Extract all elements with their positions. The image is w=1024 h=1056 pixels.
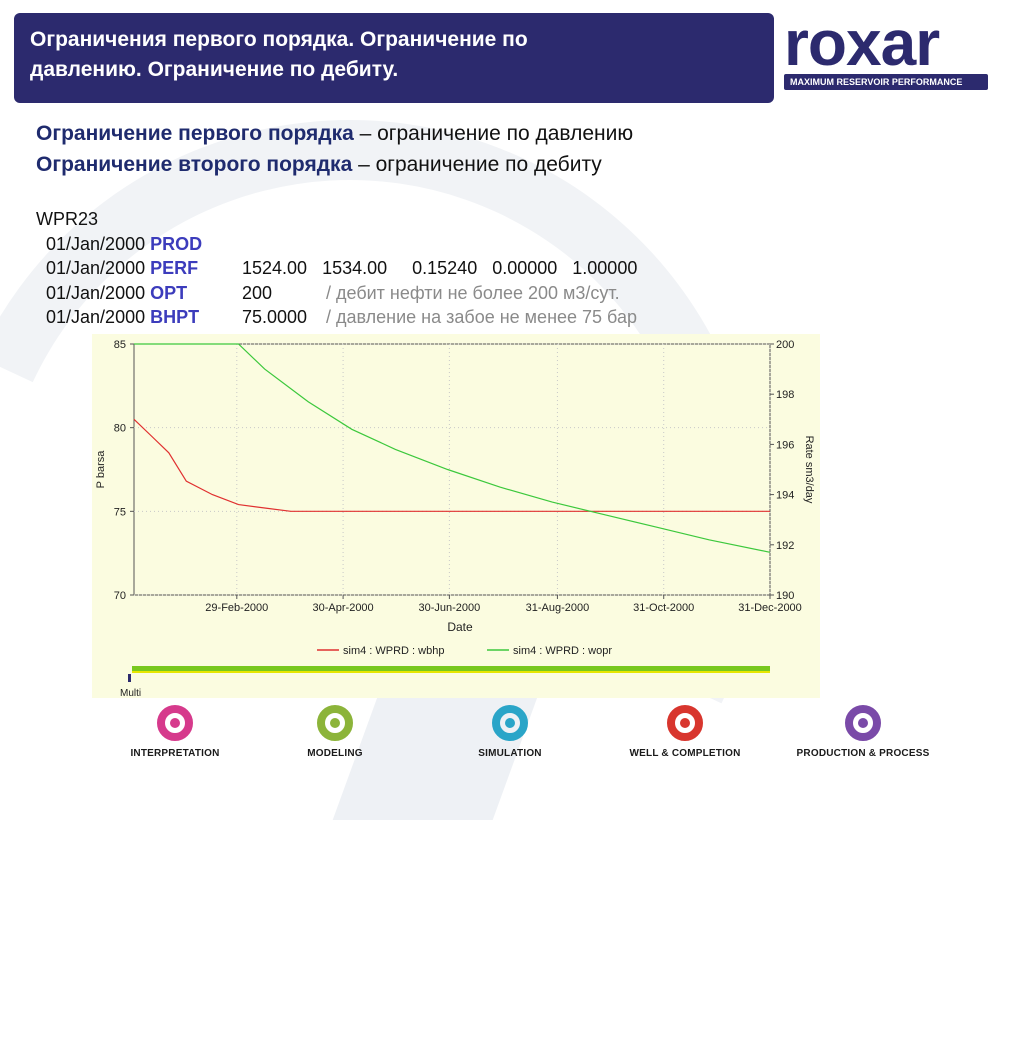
time-slider-bar: [132, 666, 770, 671]
nav-item-interpretation[interactable]: INTERPRETATION: [90, 702, 260, 759]
icon-ring: [157, 705, 193, 741]
multi-label: Multi: [120, 688, 141, 698]
code-date: 01/Jan/2000: [46, 258, 146, 278]
y-right-tick-label: 196: [776, 439, 794, 451]
interpretation-cycle-icon: [157, 705, 193, 741]
icon-ring: [317, 705, 353, 741]
code-comment: / давление на забое не менее 75 бар: [326, 307, 637, 327]
x-axis-label: Date: [447, 620, 473, 634]
y-left-tick-label: 75: [114, 506, 126, 518]
y-left-tick-label: 70: [114, 590, 126, 602]
code-keyword: BHPT: [150, 307, 200, 327]
y-right-tick-label: 190: [776, 590, 794, 602]
y-right-axis-label: Rate sm3/day: [803, 436, 815, 504]
code-row: 01/Jan/2000 OPT 200 / дебит нефти не более…: [36, 281, 620, 306]
logo-tagline: MAXIMUM RESERVOIR PERFORMANCE: [784, 74, 988, 90]
slide-title-line-1: Ограничения первого порядка. Ограничение…: [30, 28, 528, 51]
well-completion-cycle-icon: [667, 705, 703, 741]
y-left-tick-label: 80: [114, 423, 126, 435]
code-date: 01/Jan/2000: [46, 282, 146, 303]
code-keyword: PERF: [150, 258, 199, 278]
x-tick-label: 30-Apr-2000: [313, 602, 374, 614]
x-tick-label: 30-Jun-2000: [418, 602, 480, 614]
code-date: 01/Jan/2000: [46, 307, 146, 327]
definition-text: – ограничение по дебиту: [352, 153, 602, 176]
code-row: 01/Jan/2000 PERF 1524.00 1534.00 0.15240 …: [36, 256, 637, 281]
series-line-wbhp: [133, 418, 770, 512]
nav-item-simulation[interactable]: SIMULATION: [425, 702, 595, 759]
y-right-tick-label: 200: [776, 339, 794, 351]
time-slider-highlight: [132, 671, 770, 673]
nav-item-production-process[interactable]: PRODUCTION & PROCESS: [778, 702, 948, 759]
schedule-code-block: WPR23 01/Jan/2000 PROD 01/Jan/2000 PERF 1…: [36, 207, 637, 330]
nav-label: PRODUCTION & PROCESS: [796, 748, 930, 759]
series-line-wopr: [134, 343, 771, 553]
code-row: 01/Jan/2000 PROD: [36, 232, 202, 257]
definition-text: – ограничение по давлению: [353, 122, 634, 145]
legend-label: sim4 : WPRD : wbhp: [343, 645, 444, 657]
y-right-tick-label: 198: [776, 389, 794, 401]
plot-area: [133, 343, 771, 596]
definition-term: Ограничение второго порядка: [36, 153, 353, 176]
code-values: 75.0000: [242, 307, 308, 327]
x-tick-label: 29-Feb-2000: [205, 602, 268, 614]
production-process-cycle-icon: [845, 705, 881, 741]
code-well-name: WPR23: [36, 209, 99, 229]
simulation-cycle-icon: [492, 705, 528, 741]
slide-header: Ограничения первого порядка. Ограничение…: [14, 13, 774, 103]
workflow-nav: INTERPRETATION MODELING SIMULATION WELL …: [90, 702, 950, 764]
icon-core: [858, 718, 868, 728]
definitions-block: Ограничение первого порядка – ограничени…: [36, 118, 633, 180]
nav-label: INTERPRETATION: [130, 748, 220, 759]
nav-item-modeling[interactable]: MODELING: [250, 702, 420, 759]
code-values: 200: [242, 282, 273, 303]
icon-ring: [492, 705, 528, 741]
code-row: 01/Jan/2000 BHPT 75.0000 / давление на заб…: [36, 305, 637, 330]
x-tick-label: 31-Dec-2000: [738, 602, 802, 614]
icon-core: [330, 718, 340, 728]
icon-core: [170, 718, 180, 728]
slide-title-line-2: давлению. Ограничение по дебиту.: [30, 58, 399, 81]
code-keyword: PROD: [150, 233, 203, 254]
chart-svg: 29-Feb-2000 30-Apr-2000 30-Jun-2000 31-Aug-…: [95, 339, 815, 698]
definition-line-2: Ограничение второго порядка – ограничени…: [36, 149, 633, 180]
nav-label: WELL & COMPLETION: [629, 748, 741, 759]
x-tick-label: 31-Oct-2000: [633, 602, 694, 614]
code-date: 01/Jan/2000: [46, 233, 146, 254]
y-right-tick-label: 192: [776, 540, 794, 552]
legend-label: sim4 : WPRD : wopr: [513, 645, 612, 657]
y-left-tick-label: 85: [114, 339, 126, 351]
roxar-logo: roxar MAXIMUM RESERVOIR PERFORMANCE: [784, 7, 988, 92]
pressure-rate-chart: 29-Feb-2000 30-Apr-2000 30-Jun-2000 31-Aug-…: [92, 334, 820, 698]
definition-line-1: Ограничение первого порядка – ограничени…: [36, 118, 633, 149]
time-slider-marker: [128, 674, 131, 682]
code-keyword: OPT: [150, 282, 188, 303]
nav-label: MODELING: [307, 748, 363, 759]
y-right-tick-label: 194: [776, 490, 794, 502]
code-comment: / дебит нефти не более 200 м3/сут.: [326, 282, 620, 303]
icon-ring: [667, 705, 703, 741]
nav-label: SIMULATION: [478, 748, 542, 759]
icon-core: [680, 718, 690, 728]
definition-term: Ограничение первого порядка: [36, 122, 354, 145]
nav-item-well-completion[interactable]: WELL & COMPLETION: [600, 702, 770, 759]
y-left-axis-label: P barsa: [95, 450, 107, 489]
modeling-cycle-icon: [317, 705, 353, 741]
logo-wordmark: roxar: [784, 7, 940, 79]
icon-core: [505, 718, 515, 728]
x-tick-label: 31-Aug-2000: [526, 602, 590, 614]
icon-ring: [845, 705, 881, 741]
code-values: 1524.00 1534.00 0.15240 0.00000 1.00000: [242, 258, 638, 278]
